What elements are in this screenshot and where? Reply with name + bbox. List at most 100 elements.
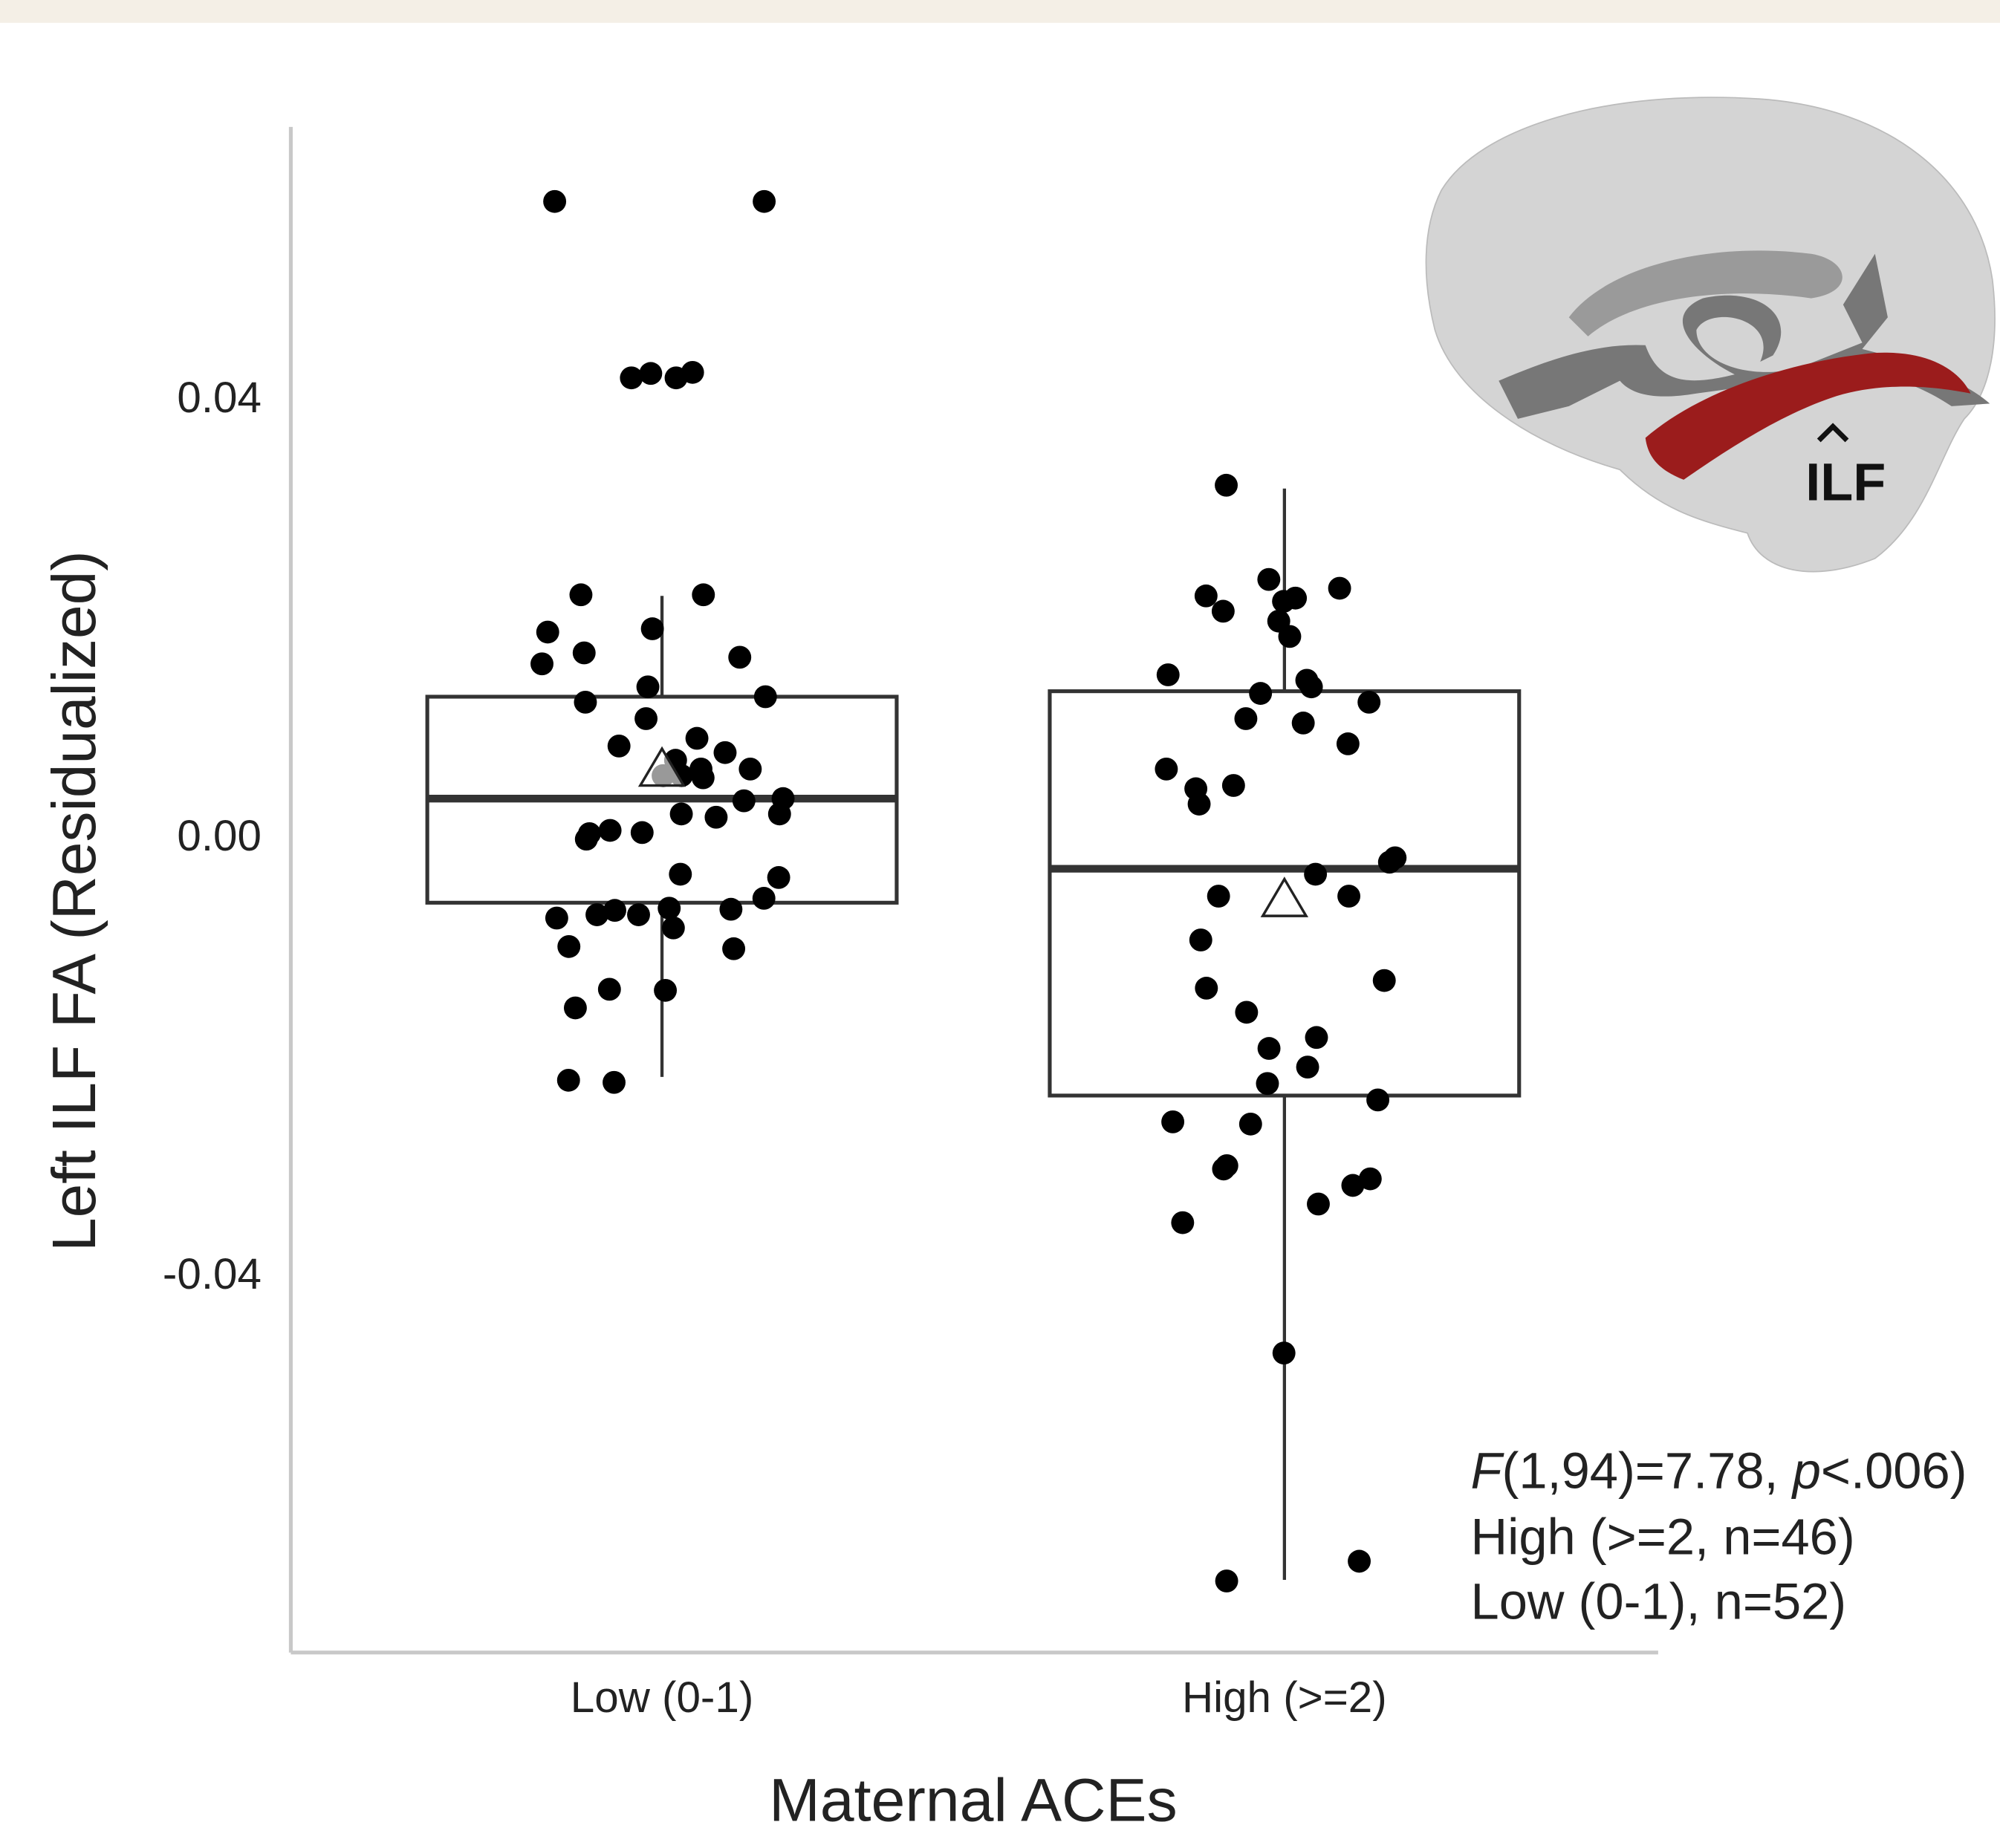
point <box>661 916 685 940</box>
annotation-part: p <box>1791 1442 1821 1500</box>
y-axis-title: Left ILF FA (Residualized) <box>41 550 108 1252</box>
point <box>1307 1192 1330 1216</box>
point <box>767 802 791 826</box>
annotation-part: <.006) <box>1821 1442 1967 1500</box>
point <box>1235 1001 1259 1024</box>
point <box>574 827 598 851</box>
point <box>603 899 626 923</box>
point <box>722 937 746 960</box>
point <box>1348 1549 1371 1573</box>
point <box>1296 1055 1319 1078</box>
x-tick-label: High (>=2) <box>1182 1673 1387 1722</box>
point <box>1336 732 1360 755</box>
point <box>1211 599 1235 623</box>
caret <box>1816 423 1849 443</box>
point <box>1366 1088 1390 1112</box>
point <box>585 903 609 926</box>
point <box>597 977 621 1001</box>
point <box>719 897 743 921</box>
tract <box>1499 253 1990 419</box>
point <box>1291 712 1315 735</box>
point <box>1358 1167 1382 1191</box>
point <box>669 802 693 826</box>
annotation: F(1,94)=7.78, p<.006) <box>1471 1442 1967 1500</box>
point <box>1215 1569 1238 1592</box>
point <box>598 819 622 842</box>
point <box>530 652 553 676</box>
point <box>1305 1026 1328 1050</box>
point <box>1357 690 1381 714</box>
point <box>636 675 660 699</box>
point <box>1256 1072 1279 1096</box>
point <box>767 866 790 889</box>
point <box>543 189 567 213</box>
annotation-part: F <box>1471 1442 1505 1500</box>
box <box>1048 689 1522 1098</box>
point <box>1272 1341 1296 1365</box>
point <box>1171 1211 1195 1234</box>
point <box>685 726 709 750</box>
top-band <box>0 0 2000 23</box>
point <box>1189 928 1212 951</box>
point <box>1278 625 1302 648</box>
point <box>545 906 568 930</box>
point <box>1155 757 1178 781</box>
y-tick-label: 0.00 <box>177 812 262 860</box>
mean-marker <box>637 746 686 787</box>
ilf-tract <box>1645 352 1971 480</box>
point <box>1194 584 1218 608</box>
point <box>1372 969 1396 992</box>
point <box>1328 576 1351 600</box>
brain-inset: ILF <box>1425 97 1996 573</box>
point <box>692 583 715 607</box>
point <box>563 996 587 1020</box>
point <box>1249 682 1273 705</box>
point <box>634 707 658 730</box>
annotation: High (>=2, n=46) <box>1471 1509 1855 1566</box>
point <box>630 821 654 845</box>
point <box>1221 774 1245 797</box>
point <box>1257 1037 1281 1060</box>
annotation: Low (0-1), n=52) <box>1471 1573 1847 1630</box>
point <box>704 805 728 829</box>
mean-marker <box>1260 876 1309 917</box>
point <box>1161 1110 1185 1133</box>
point <box>1272 590 1296 614</box>
y-tick-label: -0.04 <box>163 1250 262 1298</box>
point <box>1299 675 1323 699</box>
point <box>1337 885 1361 908</box>
point <box>658 897 681 920</box>
point <box>556 1068 580 1092</box>
point <box>1215 1154 1238 1177</box>
point <box>1187 793 1211 816</box>
point <box>738 757 762 781</box>
point <box>572 641 596 665</box>
point <box>640 617 664 640</box>
point <box>620 366 643 390</box>
x-axis-title: Maternal ACEs <box>769 1767 1178 1835</box>
point <box>639 362 663 385</box>
point <box>574 690 597 714</box>
point <box>732 789 756 813</box>
point <box>569 583 593 607</box>
point <box>1257 567 1281 591</box>
point <box>1238 1112 1262 1136</box>
point <box>713 741 737 764</box>
inset-label: ILF <box>1805 453 1886 513</box>
point <box>1304 862 1328 886</box>
annotation-part: (1,94)=7.78, <box>1501 1442 1792 1500</box>
point <box>1341 1174 1365 1197</box>
x-tick-label: Low (0-1) <box>571 1673 753 1722</box>
brain-shape <box>1425 97 1996 573</box>
point <box>1195 977 1218 1000</box>
point <box>752 887 776 910</box>
point <box>557 934 581 958</box>
point <box>728 645 752 669</box>
point <box>691 766 715 790</box>
point <box>669 862 692 886</box>
point <box>753 189 776 213</box>
point <box>607 734 631 758</box>
point <box>654 978 678 1002</box>
